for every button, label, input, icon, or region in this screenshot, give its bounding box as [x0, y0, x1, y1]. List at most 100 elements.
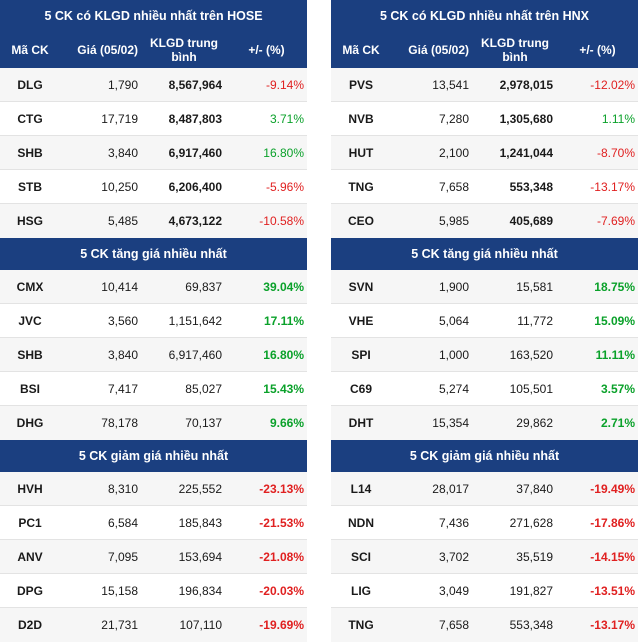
hose-losers-title: 5 CK giảm giá nhiều nhất	[0, 440, 307, 472]
stock-change: -7.69%	[596, 214, 635, 228]
stock-price: 5,985	[438, 214, 469, 228]
header-code: Mã CK	[342, 43, 380, 57]
stock-change: -8.70%	[596, 145, 635, 160]
stock-volume: 11,772	[517, 313, 553, 328]
stock-change: -14.15%	[590, 549, 635, 564]
stock-volume: 85,027	[185, 381, 222, 396]
stock-code: TNG	[348, 179, 374, 194]
stock-change: -21.53%	[259, 515, 304, 530]
stock-volume: 107,110	[179, 618, 223, 632]
stock-code: TNG	[348, 618, 374, 632]
stock-price: 3,840	[107, 347, 138, 362]
stock-change: 16.80%	[263, 347, 304, 362]
table-row: JVC 3,560 1,151,642 17.11%	[0, 304, 307, 338]
stock-price: 28,017	[432, 481, 469, 496]
stock-code: HSG	[16, 214, 43, 228]
stock-code: HVH	[17, 481, 43, 496]
stock-change: 3.57%	[600, 381, 635, 396]
stock-price: 7,280	[438, 111, 469, 126]
hnx-losers-rows: L14 28,017 37,840 -19.49% NDN 7,436 271,628 -1…	[331, 472, 638, 642]
hose-volume-title: 5 CK có KLGD nhiều nhất trên HOSE	[0, 0, 307, 32]
hnx-panel: 5 CK có KLGD nhiều nhất trên HNX Mã CK G…	[331, 0, 638, 642]
stock-code: PC1	[18, 515, 42, 530]
stock-volume: 6,206,400	[168, 179, 222, 194]
stock-change: 11.11%	[595, 347, 635, 362]
stock-code: SVN	[348, 279, 374, 294]
stock-price: 3,560	[107, 313, 138, 328]
hose-panel: 5 CK có KLGD nhiều nhất trên HOSE Mã CK …	[0, 0, 307, 642]
stock-change: 15.09%	[594, 313, 635, 328]
stock-change: -20.03%	[259, 583, 304, 598]
stock-price: 10,414	[101, 279, 138, 294]
stock-volume: 553,348	[509, 618, 553, 632]
stock-code: BSI	[19, 381, 40, 396]
stock-price: 17,719	[101, 111, 138, 126]
stock-volume: 2,978,015	[499, 77, 553, 92]
stock-change: 18.75%	[594, 279, 635, 294]
hose-volume-rows: DLG 1,790 8,567,964 -9.14% CTG 17,719 8,487,8…	[0, 68, 307, 238]
header-code: Mã CK	[11, 43, 49, 57]
table-row: DPG 15,158 196,834 -20.03%	[0, 574, 307, 608]
stock-price: 7,658	[438, 618, 469, 632]
stock-price: 1,000	[438, 347, 469, 362]
header-price: Giá (05/02)	[77, 43, 138, 57]
stock-change: 9.66%	[269, 416, 304, 430]
stock-volume: 70,137	[185, 416, 222, 430]
table-row: BSI 7,417 85,027 15.43%	[0, 372, 307, 406]
stock-price: 7,436	[438, 515, 469, 530]
stock-price: 13,541	[432, 77, 469, 92]
stock-change: -9.14%	[265, 77, 304, 92]
stock-price: 7,095	[107, 549, 138, 564]
header-volume-line2: bình	[502, 50, 528, 64]
stock-volume: 553,348	[509, 179, 553, 194]
stock-price: 10,250	[101, 179, 138, 194]
stock-code: NDN	[348, 515, 374, 530]
stock-price: 7,658	[438, 179, 469, 194]
stock-code: LIG	[351, 583, 371, 598]
stock-price: 5,485	[107, 214, 138, 228]
stock-price: 1,900	[438, 279, 469, 294]
hnx-losers-title: 5 CK giảm giá nhiều nhất	[331, 440, 638, 472]
stock-change: -21.08%	[259, 549, 304, 564]
stock-code: L14	[350, 481, 372, 496]
stock-volume: 8,567,964	[168, 77, 222, 92]
table-row: HVH 8,310 225,552 -23.13%	[0, 472, 307, 506]
stock-volume: 29,862	[516, 416, 553, 430]
stock-price: 6,584	[107, 515, 138, 530]
header-volume: KLGD trung bình	[142, 36, 226, 64]
stock-change: -19.49%	[590, 481, 635, 496]
header-price: Giá (05/02)	[408, 43, 469, 57]
table-row: C69 5,274 105,501 3.57%	[331, 372, 638, 406]
table-row: NVB 7,280 1,305,680 1.11%	[331, 102, 638, 136]
stock-change: -13.17%	[590, 618, 635, 632]
stock-volume: 185,843	[178, 515, 222, 530]
stock-volume: 1,151,642	[168, 313, 222, 328]
header-volume-line1: KLGD trung	[481, 36, 549, 50]
stock-code: DLG	[17, 77, 43, 92]
table-row: TNG 7,658 553,348 -13.17%	[331, 608, 638, 642]
stock-code: SHB	[17, 347, 43, 362]
stock-price: 8,310	[107, 481, 138, 496]
stock-volume: 191,827	[509, 583, 553, 598]
stock-change: 17.11%	[263, 313, 304, 328]
stock-volume: 37,840	[516, 481, 553, 496]
header-volume: KLGD trung bình	[473, 36, 557, 64]
stock-volume: 1,305,680	[499, 111, 553, 126]
stock-price: 3,049	[438, 583, 469, 598]
stock-price: 5,274	[438, 381, 469, 396]
table-row: NDN 7,436 271,628 -17.86%	[331, 506, 638, 540]
stock-price: 3,840	[107, 145, 138, 160]
stock-code: VHE	[348, 313, 374, 328]
stock-price: 15,354	[432, 416, 469, 430]
stock-price: 5,064	[438, 313, 469, 328]
stock-volume: 69,837	[185, 279, 222, 294]
header-volume-line1: KLGD trung	[150, 36, 218, 50]
stock-change: 15.43%	[263, 381, 304, 396]
stock-price: 1,790	[107, 77, 138, 92]
stock-change: -12.02%	[590, 77, 635, 92]
table-row: D2D 21,731 107,110 -19.69%	[0, 608, 307, 642]
hnx-gainers-rows: SVN 1,900 15,581 18.75% VHE 5,064 11,772 15.09…	[331, 270, 638, 440]
stock-change: -5.96%	[265, 179, 304, 194]
stock-volume: 196,834	[178, 583, 222, 598]
table-row: PVS 13,541 2,978,015 -12.02%	[331, 68, 638, 102]
